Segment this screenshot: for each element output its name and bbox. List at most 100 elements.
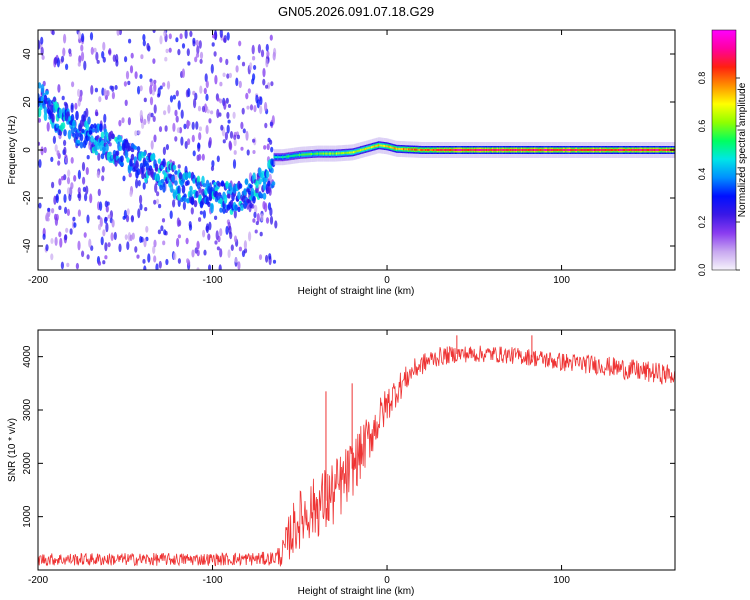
noise-cell	[137, 85, 141, 95]
line-core	[339, 152, 341, 155]
line-core	[642, 149, 644, 151]
noise-cell	[118, 119, 122, 127]
trace-cell	[171, 175, 175, 183]
noise-cell	[68, 48, 72, 54]
noise-cell	[177, 198, 181, 207]
noise-cell	[106, 90, 110, 97]
trace-cell	[187, 172, 192, 179]
line-core	[304, 153, 307, 156]
noise-cell	[104, 217, 108, 222]
line-core	[382, 144, 385, 147]
noise-cell	[255, 221, 259, 226]
noise-cell	[129, 190, 133, 198]
noise-cell	[238, 246, 242, 252]
line-core	[331, 152, 333, 155]
line-core	[442, 149, 445, 151]
noise-cell	[199, 51, 204, 60]
line-core	[369, 146, 371, 149]
line-core	[368, 146, 370, 149]
noise-cell	[174, 136, 178, 142]
line-core	[608, 149, 610, 151]
noise-cell	[54, 56, 58, 65]
trace-cell	[88, 130, 93, 135]
line-core	[514, 149, 517, 151]
line-core	[436, 149, 439, 151]
noise-cell	[69, 228, 73, 235]
line-core	[316, 152, 319, 155]
noise-cell	[225, 225, 229, 235]
noise-cell	[266, 50, 270, 58]
line-core	[399, 148, 401, 150]
line-core	[325, 152, 327, 155]
line-core	[558, 149, 560, 151]
noise-cell	[262, 67, 266, 78]
noise-cell	[227, 119, 231, 124]
noise-cell	[252, 138, 256, 143]
noise-cell	[40, 146, 44, 156]
noise-cell	[105, 222, 109, 233]
noise-cell	[124, 56, 128, 63]
noise-cell	[269, 34, 273, 41]
noise-cell	[129, 65, 134, 74]
noise-cell	[139, 109, 143, 120]
noise-cell	[207, 233, 211, 241]
line-core	[333, 152, 335, 155]
line-core	[592, 149, 595, 151]
line-core	[456, 149, 458, 151]
y-tick-label: 2000	[22, 452, 33, 475]
noise-cell	[164, 56, 168, 62]
noise-cell	[153, 104, 157, 114]
trace-cell	[267, 185, 271, 194]
noise-cell	[201, 105, 206, 113]
line-core	[490, 149, 493, 151]
noise-cell	[137, 130, 141, 135]
trace-cell	[81, 128, 85, 134]
noise-cell	[240, 121, 244, 130]
noise-cell	[163, 110, 167, 116]
trace-cell	[142, 151, 147, 157]
snr-x-ticks: -200 -100 0 100	[28, 330, 570, 586]
noise-cell	[134, 71, 138, 79]
noise-cell	[54, 144, 58, 152]
trace-cell	[271, 181, 276, 186]
line-core	[289, 155, 291, 158]
line-core	[656, 149, 658, 151]
trace-cell	[151, 153, 156, 161]
noise-cell	[201, 153, 205, 161]
noise-cell	[265, 217, 270, 224]
noise-cell	[97, 188, 101, 197]
line-core	[528, 149, 530, 151]
line-core	[565, 149, 567, 151]
noise-cell	[241, 107, 245, 115]
line-core	[384, 145, 386, 147]
line-core	[500, 149, 502, 151]
trace-cell	[177, 193, 181, 201]
line-core	[552, 149, 554, 151]
noise-cell	[162, 82, 166, 87]
noise-cell	[103, 88, 107, 97]
snr-spikes	[325, 335, 533, 501]
snr-y-ticks: 1000 2000 3000 4000	[22, 345, 675, 528]
trace-cell	[234, 204, 238, 211]
noise-cell	[155, 263, 159, 270]
line-core	[388, 145, 391, 148]
line-core	[381, 144, 383, 147]
noise-cell	[64, 206, 68, 214]
noise-cell	[198, 40, 202, 49]
trace-cell	[225, 181, 229, 187]
line-core	[534, 149, 536, 151]
line-core	[457, 149, 459, 151]
colorbar-label: Normalized spectral amplitude	[737, 82, 748, 217]
noise-cell	[242, 128, 246, 134]
line-core	[400, 148, 403, 150]
noise-cell	[169, 210, 173, 219]
noise-cell	[139, 85, 143, 92]
noise-cell	[218, 264, 222, 270]
line-core	[566, 149, 568, 151]
noise-cell	[216, 108, 220, 119]
noise-cell	[140, 54, 144, 60]
noise-cell	[265, 84, 269, 89]
line-core	[619, 149, 621, 151]
line-core	[645, 149, 647, 151]
noise-cell	[235, 65, 239, 73]
